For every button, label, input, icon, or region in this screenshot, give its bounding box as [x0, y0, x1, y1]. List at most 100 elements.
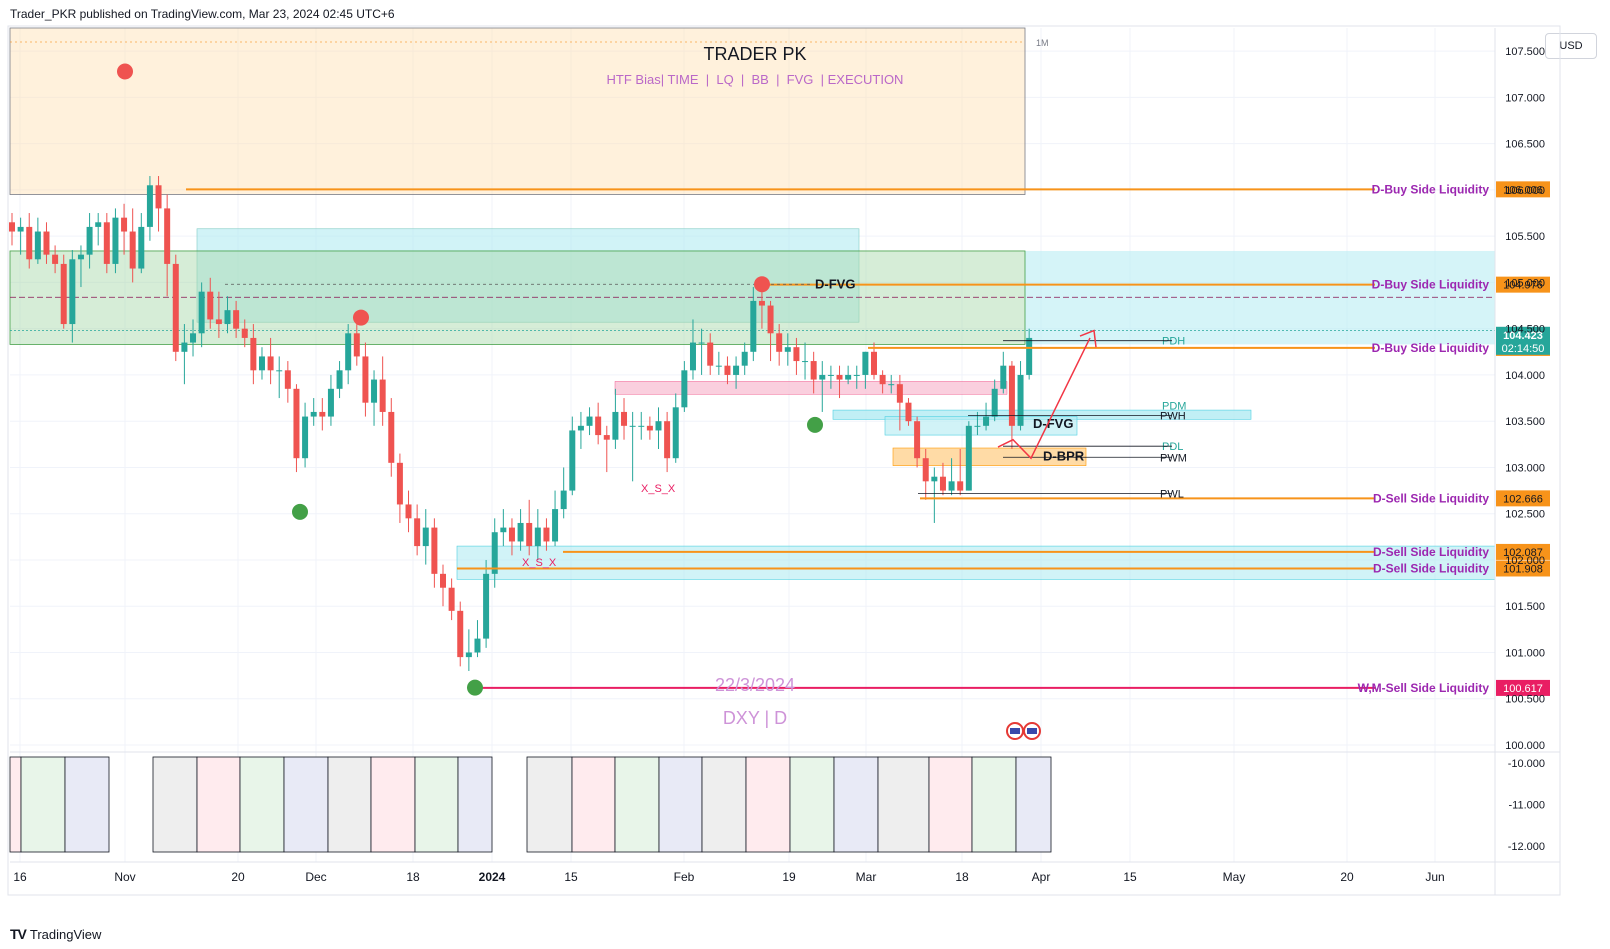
candle-body	[905, 402, 912, 422]
candle-body	[224, 310, 231, 325]
candle-body	[853, 374, 860, 376]
candle-body	[707, 342, 714, 366]
candle-body	[577, 425, 584, 431]
candle-body	[689, 342, 696, 371]
candle-body	[164, 208, 171, 264]
candle-body	[172, 263, 179, 352]
time-tick-label: Nov	[114, 870, 135, 884]
candle-body	[371, 379, 378, 403]
time-tick-label: 20	[231, 870, 245, 884]
sub-pane-block	[833, 756, 879, 853]
candle-body	[379, 379, 386, 412]
liquidity-label: D-Sell Side Liquidity	[1373, 545, 1489, 559]
candle-body	[190, 333, 197, 343]
timeframe-badge: 1M	[1036, 38, 1049, 48]
candle-body	[284, 370, 291, 389]
price-tick-label: 104.000	[1505, 370, 1545, 382]
currency-selector[interactable]: USD	[1545, 33, 1597, 59]
candle-body	[836, 374, 843, 380]
candle-body	[103, 222, 110, 264]
htf-zone-orange	[9, 27, 1026, 195]
sub-pane-block	[64, 756, 110, 853]
candle-body	[483, 573, 490, 639]
candle-body	[767, 305, 774, 334]
watermark-symbol: DXY | D	[723, 708, 787, 728]
price-badge-value: 102.666	[1503, 493, 1543, 505]
candle-body	[560, 490, 567, 510]
publish-info: Trader_PKR published on TradingView.com,…	[10, 7, 395, 21]
liquidity-label: D-Buy Side Liquidity	[1372, 182, 1490, 196]
annotation-label: D-BPR	[1043, 448, 1085, 463]
sub-pane-block	[152, 756, 198, 853]
candle-body	[181, 342, 188, 352]
candle-body	[1008, 365, 1015, 426]
candle-body	[319, 411, 326, 417]
candle-body	[77, 254, 84, 260]
event-flag-stripe-icon	[1010, 728, 1020, 734]
time-tick-label: 2024	[479, 870, 506, 884]
candle-body	[862, 351, 869, 375]
candle-body	[276, 370, 283, 372]
level-lines: D-Buy Side Liquidity 106.006 D-Buy Side Li…	[186, 181, 1550, 696]
swing-marker	[807, 416, 823, 433]
price-tick-label: 106.500	[1505, 139, 1545, 151]
candle-body	[86, 226, 93, 255]
time-tick-label: 15	[1123, 870, 1137, 884]
candle-body	[43, 231, 50, 255]
swing-marker	[467, 679, 483, 696]
price-badge	[1496, 679, 1550, 696]
price-tick-label: 107.500	[1505, 46, 1545, 58]
annotation-label: PWM	[1160, 452, 1187, 464]
candle-body	[431, 527, 438, 574]
candle-body	[508, 527, 515, 542]
candle-body	[250, 337, 257, 371]
annotation-label: D-FVG	[815, 276, 855, 291]
candle-body	[457, 610, 464, 658]
sub-pane-block	[9, 756, 22, 853]
candle-body	[465, 652, 472, 658]
price-tick-label: 100.000	[1505, 740, 1545, 752]
candle-body	[129, 231, 136, 269]
swing-marker	[117, 63, 133, 80]
candle-body	[336, 370, 343, 389]
axes: 107.500 107.000 106.500 106.000 105.500 105.0…	[7, 25, 1561, 896]
sub-pane-block	[196, 756, 241, 853]
title-box-subtitle: HTF Bias| TIME | LQ | BB | FVG | EXECUTI…	[607, 72, 904, 87]
liquidity-label: D-Buy Side Liquidity	[1372, 278, 1490, 292]
candle-body	[810, 361, 817, 380]
time-tick-label: 18	[406, 870, 420, 884]
candle-body	[922, 458, 929, 482]
price-badge-value: 102.087	[1503, 547, 1543, 559]
candle-body	[534, 527, 541, 547]
sub-pane-block	[414, 756, 459, 853]
sub-pane-block	[526, 756, 573, 853]
candle-body	[612, 411, 619, 440]
fvg-zone-blue	[196, 228, 860, 323]
candle-body	[491, 532, 498, 574]
candle-body	[914, 421, 921, 459]
candle-body	[95, 222, 102, 227]
pink-zone	[614, 381, 1008, 395]
candle-body	[302, 416, 309, 459]
event-flag-stripe-icon	[1027, 728, 1037, 734]
sub-pane-block	[745, 756, 791, 853]
candle-body	[965, 425, 972, 491]
candle-body	[146, 185, 153, 227]
price-tick-label: 101.000	[1505, 647, 1545, 659]
time-tick-label: 18	[955, 870, 969, 884]
candle-body	[784, 347, 791, 352]
candle-body	[741, 351, 748, 366]
candle-body	[595, 416, 602, 436]
candle-body	[750, 300, 757, 352]
sub-pane-block	[571, 756, 616, 853]
price-tick-label: 106.000	[1505, 185, 1545, 197]
candle-body	[138, 226, 145, 269]
sub-pane	[9, 756, 1052, 853]
candle-body	[388, 411, 395, 463]
footer: TV TradingView	[10, 926, 101, 942]
candle-body	[198, 291, 205, 334]
candle-body	[293, 388, 300, 459]
candle-body	[396, 462, 403, 505]
sub-pane-block	[614, 756, 660, 853]
